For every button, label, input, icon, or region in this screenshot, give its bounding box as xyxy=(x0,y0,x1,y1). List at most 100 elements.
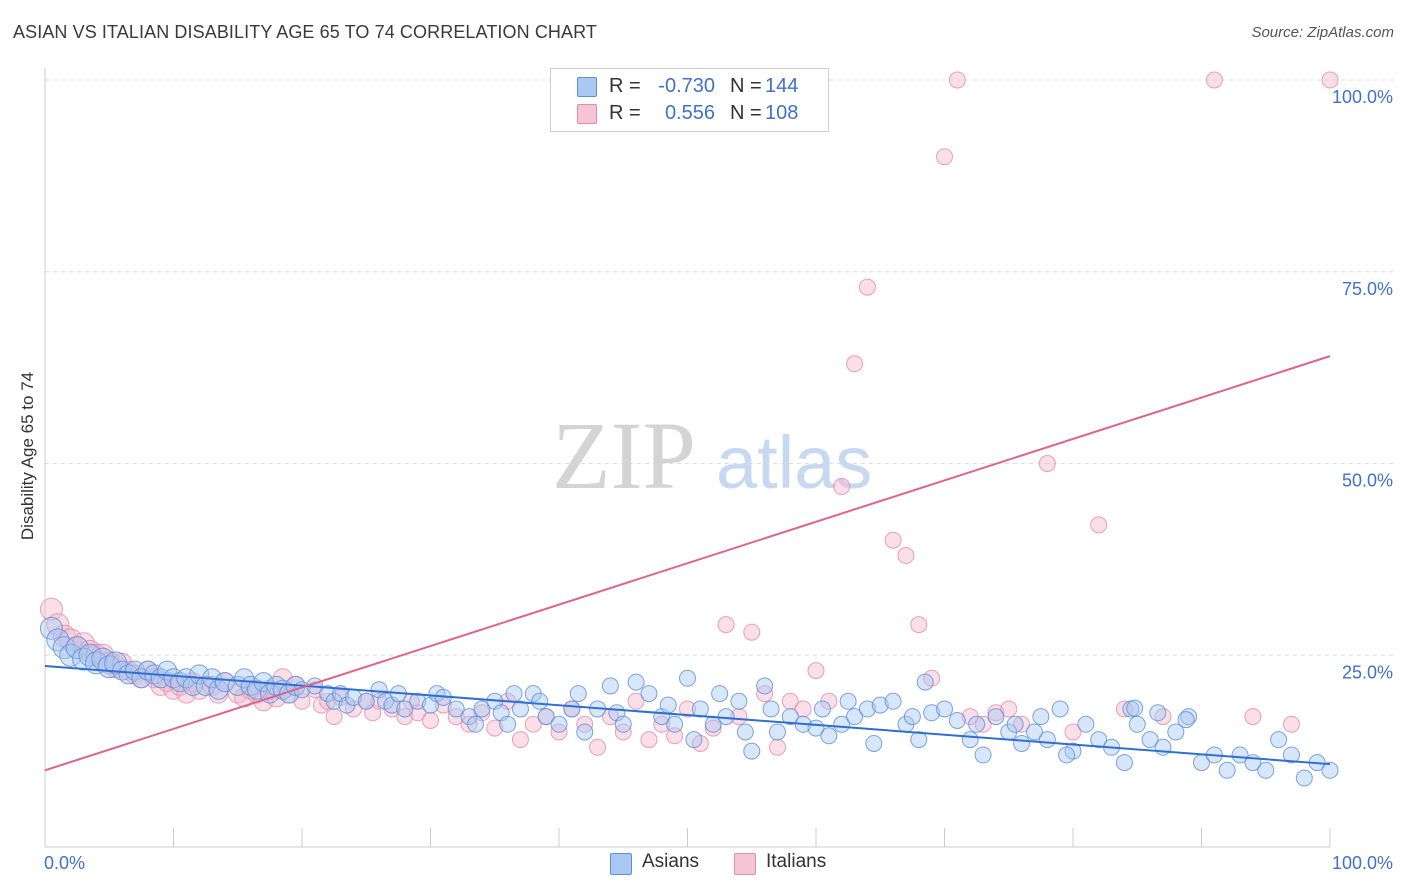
data-point xyxy=(1218,761,1236,779)
data-point xyxy=(1013,715,1031,733)
gridlines xyxy=(45,79,1395,656)
data-point xyxy=(916,673,934,691)
data-point xyxy=(936,148,953,166)
data-point xyxy=(781,692,799,710)
data-point xyxy=(1126,699,1144,717)
data-point xyxy=(1051,700,1069,718)
data-point xyxy=(858,700,876,718)
data-point xyxy=(1000,700,1018,718)
data-point xyxy=(524,715,542,733)
data-point xyxy=(214,672,235,693)
data-point xyxy=(1006,715,1024,733)
data-point xyxy=(1090,731,1108,749)
watermark-zip: ZIP xyxy=(552,402,696,509)
data-point xyxy=(247,679,268,700)
data-point xyxy=(679,700,696,718)
data-point xyxy=(640,731,658,749)
data-point xyxy=(968,715,986,733)
data-point xyxy=(627,692,645,710)
data-point xyxy=(409,704,427,722)
data-point xyxy=(531,692,549,710)
y-tick-label: 25.0% xyxy=(1342,662,1393,682)
data-point xyxy=(39,616,63,640)
data-point xyxy=(370,692,388,710)
data-point xyxy=(974,746,992,764)
data-point xyxy=(1205,71,1223,89)
data-point xyxy=(39,597,63,621)
data-point xyxy=(923,704,941,722)
data-point xyxy=(865,734,883,752)
data-point xyxy=(189,664,210,685)
data-point xyxy=(640,685,658,703)
chart-title: ASIAN VS ITALIAN DISABILITY AGE 65 TO 74… xyxy=(13,22,597,42)
data-point xyxy=(266,687,287,708)
legend-r-label: R = xyxy=(609,102,641,124)
data-point xyxy=(1077,715,1095,733)
data-point xyxy=(627,673,645,691)
y-tick-label: 100.0% xyxy=(1332,87,1393,107)
data-point xyxy=(1149,704,1167,722)
data-point xyxy=(846,708,864,726)
data-point xyxy=(1282,746,1300,764)
legend-n-label: N = xyxy=(730,102,762,124)
data-point xyxy=(1128,715,1146,733)
x-tick-label-max: 100.0% xyxy=(1332,853,1393,873)
data-point xyxy=(743,742,761,760)
data-point xyxy=(614,715,632,733)
data-point xyxy=(1090,516,1108,534)
data-point xyxy=(936,700,953,718)
data-point xyxy=(59,643,83,667)
data-point xyxy=(1058,746,1076,764)
data-point xyxy=(569,685,587,703)
data-point xyxy=(601,677,619,695)
data-point xyxy=(1295,769,1313,787)
data-point xyxy=(1177,711,1195,729)
data-point xyxy=(666,715,684,733)
italians-trend-line xyxy=(44,355,1331,772)
source-credit[interactable]: Source: ZipAtlas.com xyxy=(1251,24,1394,41)
data-point xyxy=(833,715,851,733)
data-point xyxy=(537,708,555,726)
axes xyxy=(44,68,1331,848)
data-point xyxy=(357,692,375,710)
data-point xyxy=(833,478,851,496)
data-point xyxy=(1141,731,1159,749)
data-point xyxy=(685,731,703,749)
data-point xyxy=(473,700,491,718)
legend-r-value: 0.556 xyxy=(664,102,715,124)
data-point xyxy=(768,738,786,756)
data-point xyxy=(486,719,504,737)
y-tick-label: 75.0% xyxy=(1342,279,1393,299)
series-legend: Asians Italians xyxy=(0,851,1406,877)
data-point xyxy=(762,700,780,718)
data-point xyxy=(948,711,966,729)
data-point xyxy=(1180,708,1198,726)
data-point xyxy=(948,71,966,89)
legend-row-italians: R = 0.556 N = 108 xyxy=(551,101,828,127)
data-point xyxy=(897,547,915,565)
data-point xyxy=(511,731,529,749)
data-point xyxy=(858,278,876,296)
data-point xyxy=(961,731,979,749)
italians-legend-icon xyxy=(734,853,756,875)
data-point xyxy=(1115,754,1133,772)
italians-legend-label: Italians xyxy=(766,851,827,872)
data-point xyxy=(743,623,761,641)
data-point xyxy=(1025,723,1043,741)
data-point xyxy=(84,651,108,675)
trend-lines xyxy=(44,355,1331,772)
data-point xyxy=(903,708,921,726)
legend-r-label: R = xyxy=(609,75,641,97)
data-point xyxy=(666,727,684,745)
data-point xyxy=(1321,761,1339,779)
data-point xyxy=(659,696,677,714)
data-point xyxy=(813,700,831,718)
data-point xyxy=(704,719,722,737)
legend-row-asians: R = -0.730 N = 144 xyxy=(551,74,828,100)
data-point xyxy=(78,643,102,667)
data-point xyxy=(163,679,184,700)
data-point xyxy=(910,616,928,634)
data-point xyxy=(1231,746,1249,764)
y-tick-label: 50.0% xyxy=(1342,471,1393,491)
legend-n-value: 144 xyxy=(765,75,799,97)
